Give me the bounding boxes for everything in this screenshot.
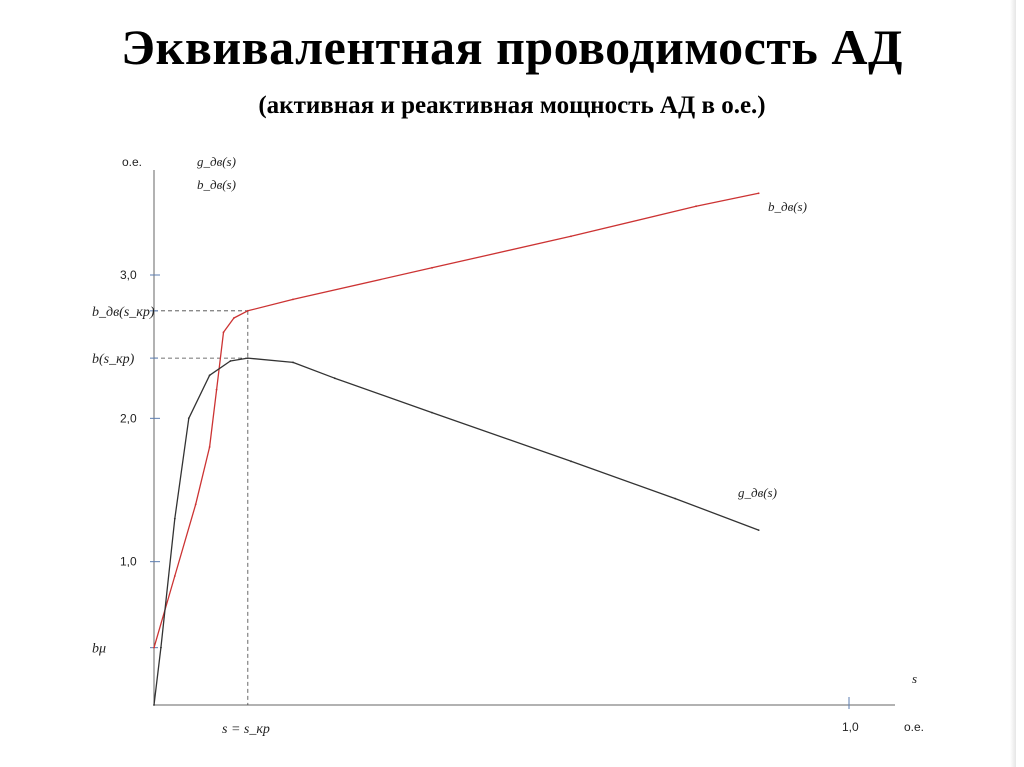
page-title: Эквивалентная проводимость АД: [121, 19, 903, 75]
series-group: [153, 192, 760, 706]
data-point: [173, 575, 176, 577]
data-point: [292, 298, 294, 301]
data-point: [208, 446, 211, 448]
x-unit-label: о.е.: [904, 720, 924, 734]
x-tick-label: 1,0: [842, 720, 859, 734]
guide-lines: b_дв(s_кр) b(s_кр) bμ: [92, 305, 249, 705]
guide-label: bμ: [92, 642, 106, 657]
data-point: [695, 205, 697, 208]
data-point: [153, 646, 155, 649]
data-point: [246, 309, 249, 312]
y-ticks: 1,0 2,0 3,0: [120, 268, 160, 569]
x-ticks: 1,0: [842, 697, 859, 734]
data-point: [208, 374, 211, 377]
data-point: [292, 361, 294, 364]
data-point: [187, 417, 190, 420]
y-unit-label: о.е.: [122, 155, 142, 169]
y-tick-label: 3,0: [120, 268, 137, 282]
series-line-g: [153, 357, 759, 706]
legend-line-g: g_дв(s): [197, 154, 236, 169]
data-point: [431, 411, 433, 414]
data-point: [194, 503, 197, 506]
data-point: [229, 360, 232, 362]
guide-label: b_дв(s_кр): [92, 305, 155, 320]
slide-edge-shadow: [1010, 0, 1016, 767]
critical-slip-label: s = s_кр: [222, 722, 270, 737]
data-point: [246, 357, 249, 360]
data-point: [215, 388, 218, 391]
page-subtitle: (активная и реактивная мощность АД в о.е…: [258, 92, 766, 119]
x-axis-label: s: [912, 671, 917, 686]
legend-line-b: b_дв(s): [197, 177, 236, 192]
data-point: [570, 235, 572, 238]
data-point: [674, 497, 677, 500]
data-point: [233, 317, 235, 319]
curve-label-g: g_дв(s): [738, 485, 777, 500]
data-point: [153, 704, 155, 706]
y-tick-label: 1,0: [120, 555, 137, 569]
curve-label-b: b_дв(s): [768, 199, 807, 214]
data-point: [431, 266, 433, 269]
data-point: [757, 529, 760, 532]
y-tick-label: 2,0: [120, 411, 137, 425]
data-point: [333, 377, 336, 380]
guide-label: b(s_кр): [92, 352, 135, 367]
data-point: [222, 331, 225, 334]
data-point: [757, 192, 760, 195]
data-point: [570, 460, 572, 463]
data-point: [173, 517, 176, 520]
data-point: [160, 646, 162, 649]
